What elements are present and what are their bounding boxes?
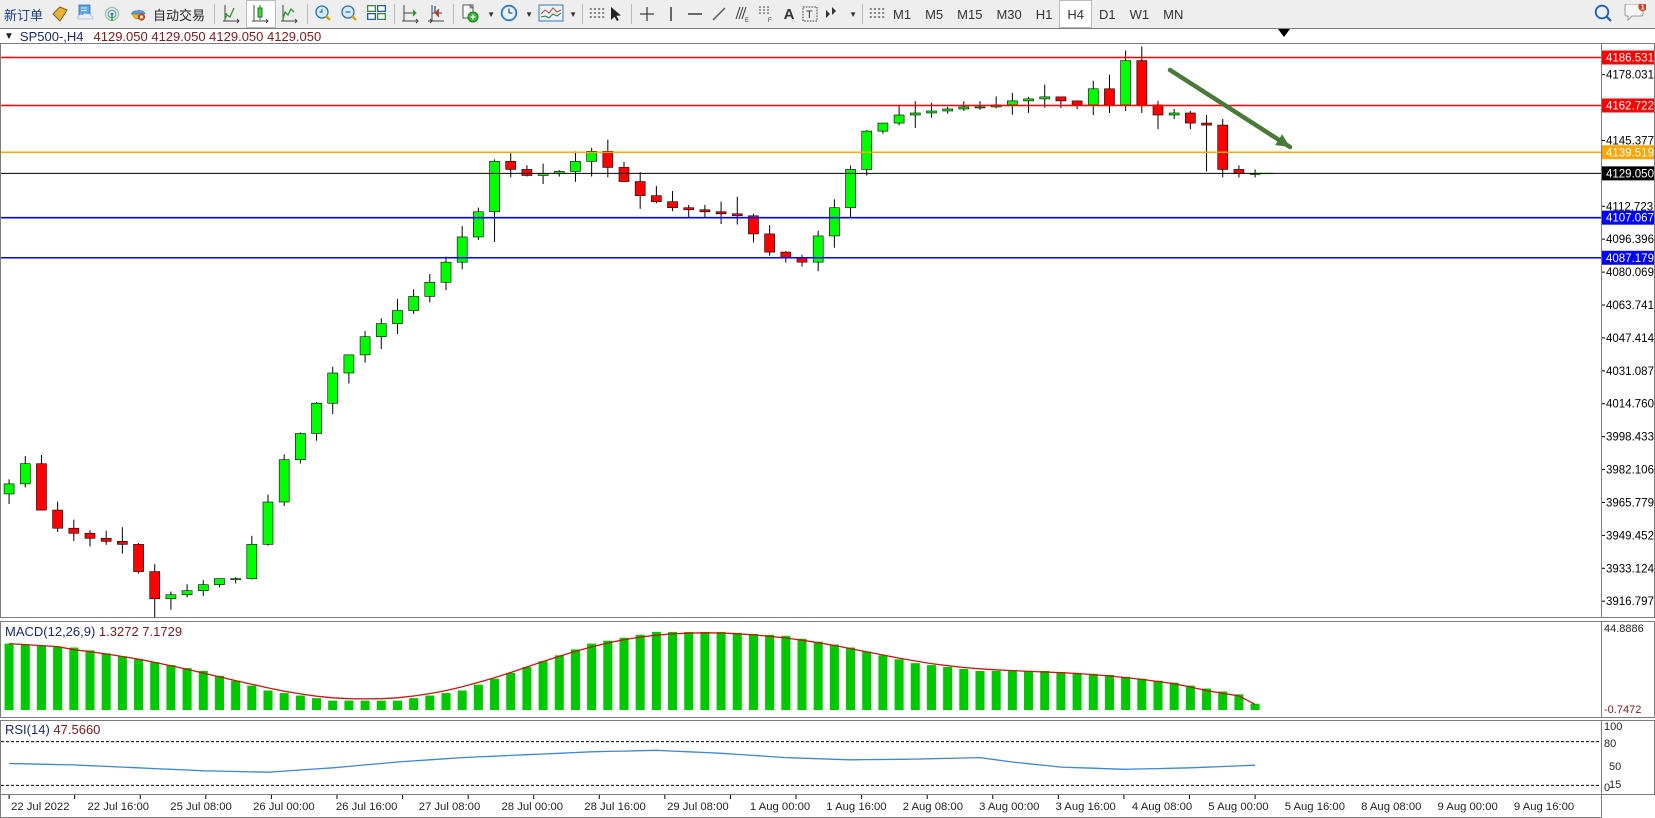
svg-text:3982.106: 3982.106 — [1606, 465, 1654, 477]
svg-text:3998.433: 3998.433 — [1606, 432, 1654, 444]
svg-text:4087.179: 4087.179 — [1606, 253, 1654, 265]
svg-text:1 Aug 16:00: 1 Aug 16:00 — [826, 801, 886, 813]
svg-text:4129.050: 4129.050 — [1606, 168, 1654, 180]
svg-text:28 Jul 00:00: 28 Jul 00:00 — [501, 801, 563, 813]
svg-text:T: T — [806, 9, 813, 21]
svg-text:4096.396: 4096.396 — [1606, 234, 1654, 246]
svg-text:4186.531: 4186.531 — [1606, 53, 1654, 65]
svg-text:4178.031: 4178.031 — [1606, 70, 1654, 82]
svg-text:26 Jul 00:00: 26 Jul 00:00 — [253, 801, 315, 813]
svg-text:3933.124: 3933.124 — [1606, 563, 1655, 575]
svg-text:2 Aug 08:00: 2 Aug 08:00 — [903, 801, 963, 813]
svg-text:4162.722: 4162.722 — [1606, 100, 1654, 112]
svg-text:3916.797: 3916.797 — [1606, 596, 1654, 608]
svg-text:9 Aug 16:00: 9 Aug 16:00 — [1514, 801, 1574, 813]
svg-text:1 Aug 00:00: 1 Aug 00:00 — [750, 801, 810, 813]
svg-text:22 Jul 16:00: 22 Jul 16:00 — [87, 801, 149, 813]
svg-text:29 Jul 08:00: 29 Jul 08:00 — [667, 801, 729, 813]
svg-text:4047.414: 4047.414 — [1606, 333, 1655, 345]
svg-text:F: F — [768, 18, 772, 23]
svg-text:4107.067: 4107.067 — [1606, 213, 1654, 225]
svg-text:9 Aug 00:00: 9 Aug 00:00 — [1437, 801, 1497, 813]
svg-text:4014.760: 4014.760 — [1606, 399, 1654, 411]
svg-text:1: 1 — [1641, 5, 1645, 12]
svg-text:4 Aug 08:00: 4 Aug 08:00 — [1132, 801, 1192, 813]
svg-text:5 Aug 16:00: 5 Aug 16:00 — [1285, 801, 1345, 813]
svg-text:3949.452: 3949.452 — [1606, 530, 1654, 542]
svg-text:3965.779: 3965.779 — [1606, 497, 1654, 509]
svg-text:4063.741: 4063.741 — [1606, 300, 1654, 312]
svg-text:4031.087: 4031.087 — [1606, 366, 1654, 378]
svg-text:26 Jul 16:00: 26 Jul 16:00 — [336, 801, 398, 813]
svg-text:22 Jul 2022: 22 Jul 2022 — [11, 801, 69, 813]
svg-text:5 Aug 00:00: 5 Aug 00:00 — [1208, 801, 1268, 813]
svg-text:25 Jul 08:00: 25 Jul 08:00 — [170, 801, 232, 813]
svg-text:3 Aug 16:00: 3 Aug 16:00 — [1055, 801, 1115, 813]
svg-text:E: E — [745, 18, 749, 23]
svg-text:28 Jul 16:00: 28 Jul 16:00 — [584, 801, 646, 813]
svg-text:27 Jul 08:00: 27 Jul 08:00 — [419, 801, 481, 813]
svg-text:4139.519: 4139.519 — [1606, 147, 1654, 159]
svg-text:8 Aug 08:00: 8 Aug 08:00 — [1361, 801, 1421, 813]
svg-text:4080.069: 4080.069 — [1606, 267, 1654, 279]
svg-text:3 Aug 00:00: 3 Aug 00:00 — [979, 801, 1039, 813]
